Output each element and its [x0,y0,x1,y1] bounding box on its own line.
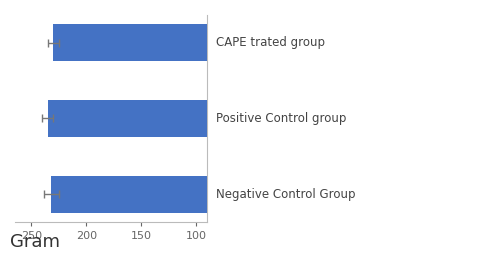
Text: CAPE trated group: CAPE trated group [216,36,324,49]
Bar [51,176,306,212]
Bar [54,24,306,61]
Text: Gram: Gram [10,233,60,251]
Bar [48,100,306,137]
Text: Positive Control group: Positive Control group [216,112,346,125]
Text: Negative Control Group: Negative Control Group [216,188,355,201]
